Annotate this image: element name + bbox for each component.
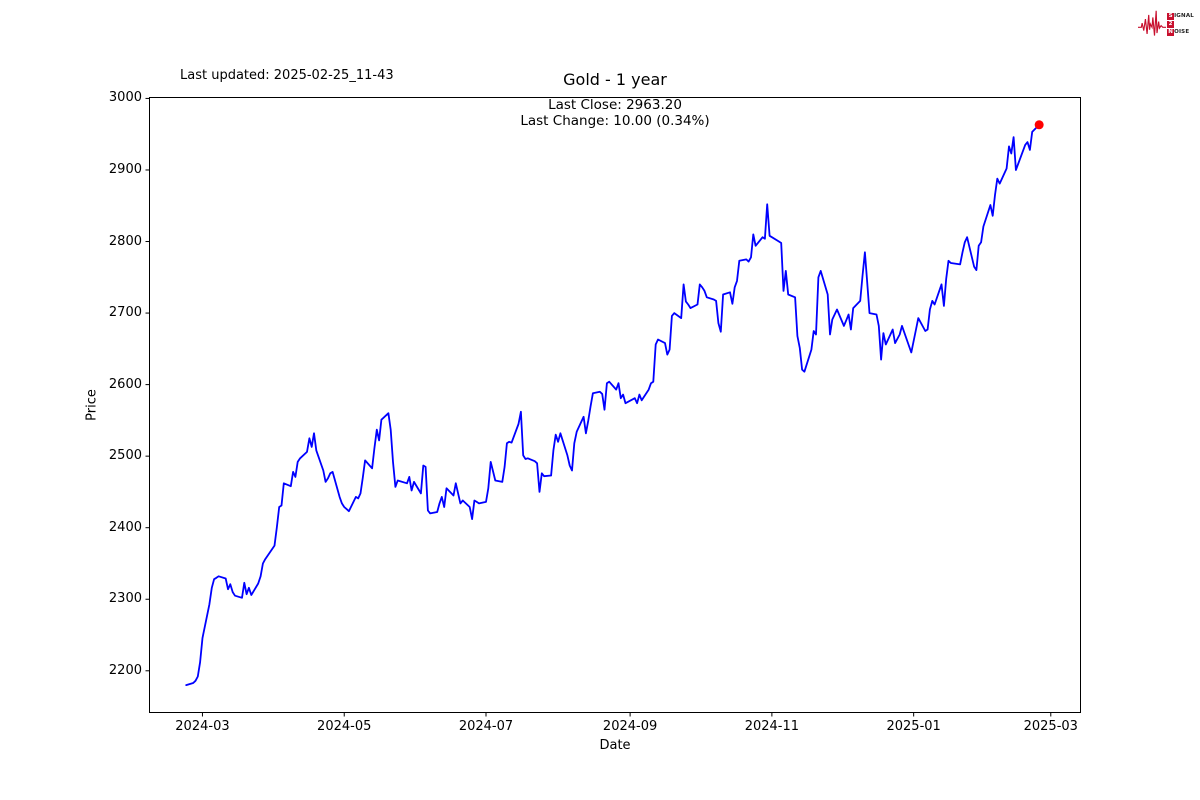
last-updated-text: Last updated: 2025-02-25_11-43 — [180, 68, 394, 83]
last-close-annotation: Last Close: 2963.20 — [548, 97, 682, 113]
x-tick-label: 2025-03 — [1023, 719, 1078, 734]
y-tick-label: 2500 — [108, 448, 142, 464]
x-axis-label: Date — [599, 738, 631, 753]
x-tick-label: 2024-07 — [458, 719, 514, 734]
logo-letter-s: S — [1167, 12, 1175, 20]
last-price-marker — [1034, 120, 1044, 130]
y-tick-label: 2400 — [108, 519, 142, 535]
y-tick-label: 2600 — [108, 376, 142, 392]
x-tick-label: 2024-05 — [317, 719, 372, 734]
y-tick-label: 2300 — [108, 591, 142, 607]
logo-line-2: 2 — [1167, 20, 1194, 28]
logo-line-signal: S IGNAL — [1167, 12, 1194, 20]
y-tick-label: 2700 — [108, 305, 142, 321]
x-tick-label: 2024-09 — [602, 719, 658, 734]
y-tick-label: 3000 — [108, 90, 142, 106]
x-tick-label: 2024-03 — [175, 719, 230, 734]
axes-frame — [149, 97, 1081, 713]
last-change-annotation: Last Change: 10.00 (0.34%) — [520, 113, 710, 129]
signal2noise-logo: S IGNAL 2 N OISE — [1138, 4, 1194, 44]
waveform-icon — [1138, 10, 1167, 36]
logo-letter-2: 2 — [1167, 20, 1175, 28]
logo-letter-n: N — [1167, 28, 1175, 36]
logo-line-noise: N OISE — [1167, 28, 1190, 36]
price-line — [185, 123, 1041, 686]
y-tick-label: 2900 — [108, 161, 142, 177]
y-tick-label: 2200 — [108, 662, 142, 678]
x-tick-label: 2025-01 — [886, 719, 941, 734]
chart-title: Gold - 1 year — [563, 70, 667, 89]
y-tick-label: 2800 — [108, 233, 142, 249]
x-tick-label: 2024-11 — [744, 719, 800, 734]
